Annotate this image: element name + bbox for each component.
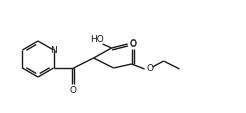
Text: N: N: [50, 46, 57, 55]
Text: HO: HO: [90, 35, 104, 44]
Text: O: O: [69, 86, 76, 95]
Text: O: O: [146, 64, 153, 73]
Text: O: O: [129, 40, 136, 49]
Text: O: O: [129, 39, 136, 48]
